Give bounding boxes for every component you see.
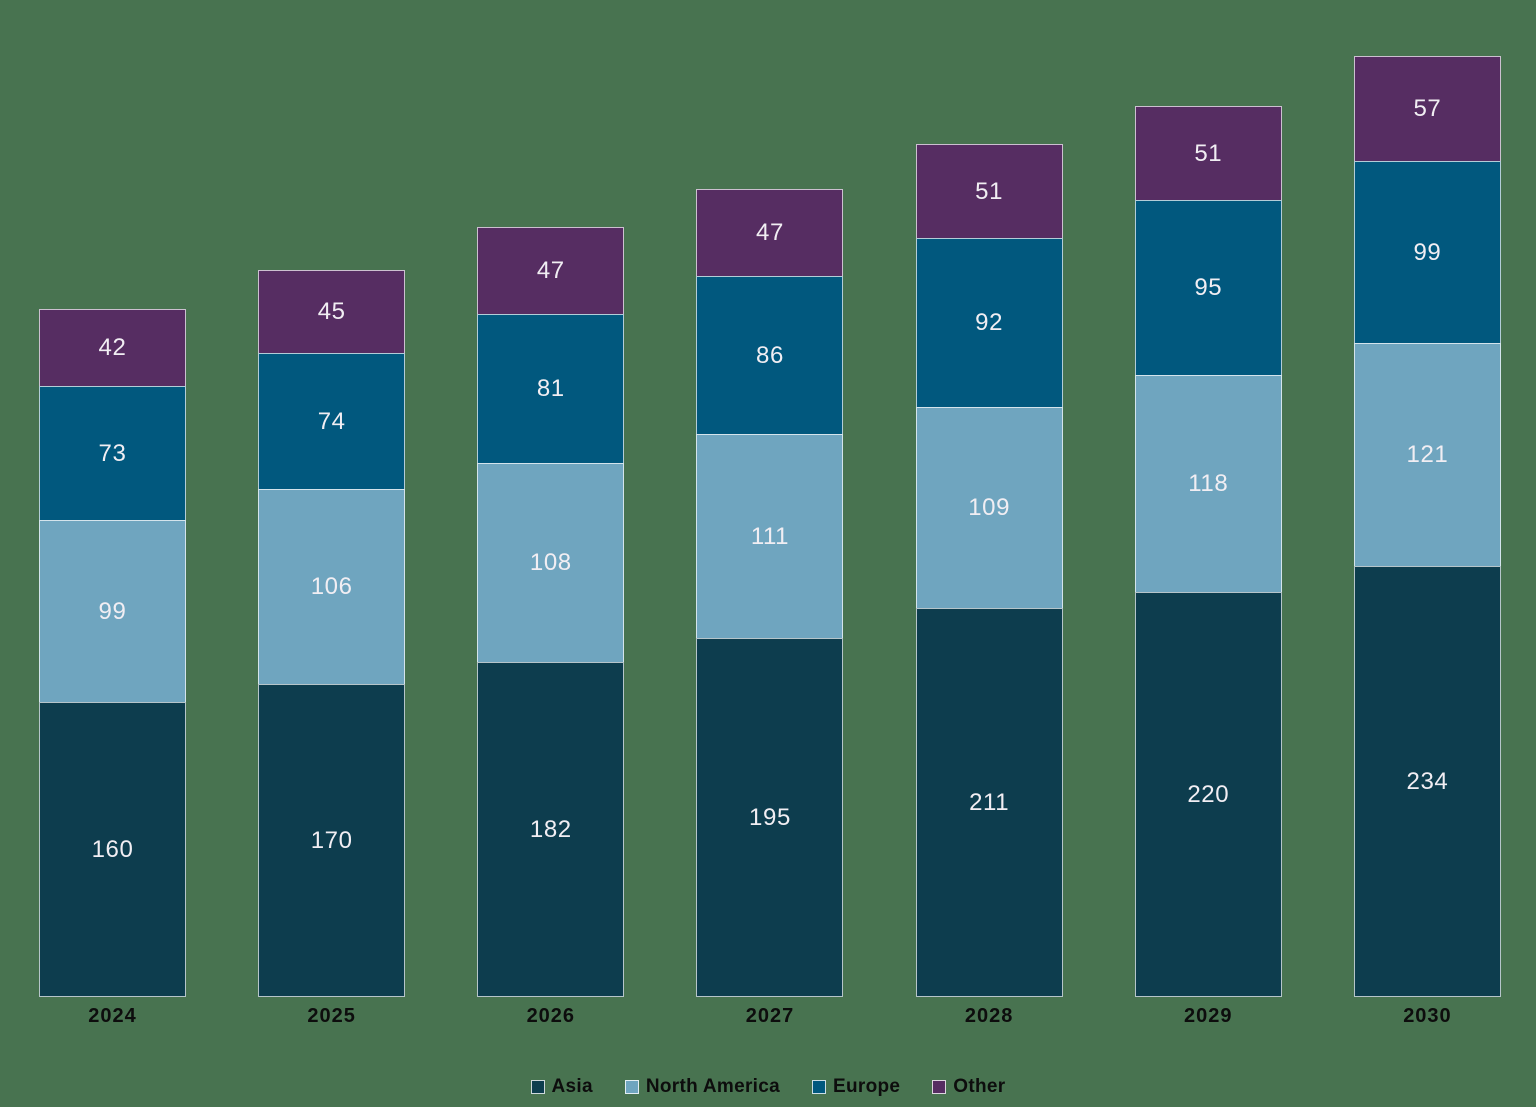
x-tick-2030: 2030 bbox=[1403, 1005, 1452, 1027]
legend-swatch-europe bbox=[812, 1080, 826, 1094]
value-label-other-2027: 47 bbox=[756, 219, 784, 246]
bar-segment-north-america-2026: 108 bbox=[477, 463, 625, 662]
bar-segment-europe-2027: 86 bbox=[696, 276, 844, 434]
value-label-asia-2024: 160 bbox=[91, 835, 134, 863]
value-label-north-america-2029: 118 bbox=[1188, 470, 1229, 497]
legend-item-north-america: North America bbox=[624, 1076, 780, 1098]
value-label-europe-2030: 99 bbox=[1413, 238, 1442, 266]
legend-label-other: Other bbox=[953, 1076, 1006, 1097]
legend-swatch-asia bbox=[530, 1080, 545, 1094]
value-label-other-2028: 51 bbox=[975, 177, 1004, 205]
bar-2027: 195 111 86 47 bbox=[696, 189, 844, 997]
value-label-europe-2024: 73 bbox=[98, 439, 127, 467]
value-label-north-america-2024: 99 bbox=[98, 597, 127, 625]
x-tick-2025: 2025 bbox=[307, 1005, 356, 1027]
bar-segment-asia-2026: 182 bbox=[477, 662, 625, 997]
legend-item-europe: Europe bbox=[812, 1076, 900, 1098]
bar-segment-other-2024: 42 bbox=[39, 309, 186, 386]
value-label-europe-2026: 81 bbox=[536, 375, 565, 402]
legend-swatch-north-america bbox=[624, 1080, 639, 1094]
value-label-asia-2027: 195 bbox=[749, 803, 791, 831]
bar-2024: 160 99 73 42 bbox=[39, 309, 186, 997]
legend-swatch-other bbox=[932, 1080, 947, 1094]
bar-segment-other-2028: 51 bbox=[915, 144, 1063, 238]
value-label-asia-2025: 170 bbox=[310, 826, 353, 854]
value-label-asia-2029: 220 bbox=[1187, 780, 1230, 808]
value-label-north-america-2025: 106 bbox=[310, 573, 353, 600]
bar-segment-north-america-2025: 106 bbox=[258, 489, 406, 684]
value-label-north-america-2030: 121 bbox=[1406, 441, 1449, 468]
legend: Asia North America Europe Other bbox=[0, 1076, 1536, 1098]
value-label-asia-2028: 211 bbox=[969, 788, 1010, 816]
value-label-europe-2027: 86 bbox=[756, 341, 784, 369]
bar-segment-other-2029: 51 bbox=[1134, 106, 1282, 200]
bar-segment-europe-2024: 73 bbox=[39, 386, 186, 520]
value-label-europe-2025: 74 bbox=[317, 407, 346, 435]
value-label-north-america-2028: 109 bbox=[968, 494, 1011, 521]
bar-2025: 170 106 74 45 bbox=[258, 270, 406, 997]
bar-segment-north-america-2024: 99 bbox=[39, 520, 186, 702]
bar-2026: 182 108 81 47 bbox=[477, 227, 625, 997]
legend-item-other: Other bbox=[932, 1076, 1005, 1098]
bar-segment-europe-2026: 81 bbox=[477, 314, 625, 463]
bar-segment-north-america-2027: 111 bbox=[696, 434, 844, 638]
legend-label-europe: Europe bbox=[833, 1076, 901, 1097]
legend-item-asia: Asia bbox=[530, 1076, 593, 1098]
value-label-other-2026: 47 bbox=[536, 257, 565, 284]
x-tick-2026: 2026 bbox=[526, 1005, 576, 1027]
bar-segment-asia-2027: 195 bbox=[696, 638, 844, 997]
x-tick-2024: 2024 bbox=[88, 1005, 137, 1027]
value-label-north-america-2026: 108 bbox=[529, 549, 572, 576]
value-label-europe-2029: 95 bbox=[1194, 274, 1223, 301]
value-label-europe-2028: 92 bbox=[975, 309, 1004, 336]
bar-segment-north-america-2030: 121 bbox=[1353, 343, 1501, 566]
bar-segment-north-america-2029: 118 bbox=[1134, 375, 1282, 592]
bar-segment-europe-2029: 95 bbox=[1134, 200, 1282, 375]
value-label-other-2025: 45 bbox=[317, 298, 346, 325]
bar-2029: 220 118 95 51 bbox=[1134, 106, 1282, 997]
bar-segment-other-2025: 45 bbox=[258, 270, 406, 353]
bar-segment-other-2027: 47 bbox=[696, 189, 844, 276]
value-label-asia-2026: 182 bbox=[529, 815, 572, 843]
bar-segment-asia-2025: 170 bbox=[258, 684, 406, 997]
bar-segment-north-america-2028: 109 bbox=[915, 407, 1063, 608]
x-tick-2028: 2028 bbox=[964, 1005, 1014, 1027]
bar-segment-asia-2024: 160 bbox=[39, 702, 186, 997]
bar-2030: 234 121 99 57 bbox=[1353, 56, 1501, 997]
bar-segment-other-2026: 47 bbox=[477, 227, 625, 314]
bar-segment-europe-2025: 74 bbox=[258, 353, 406, 489]
x-axis: 2024 2025 2026 2027 2028 2029 2030 bbox=[0, 1005, 1536, 1028]
bar-segment-asia-2029: 220 bbox=[1134, 592, 1282, 997]
value-label-other-2030: 57 bbox=[1413, 95, 1442, 122]
value-label-north-america-2027: 111 bbox=[750, 522, 790, 550]
legend-label-north-america: North America bbox=[645, 1076, 780, 1097]
bar-segment-asia-2030: 234 bbox=[1353, 566, 1501, 997]
x-tick-2029: 2029 bbox=[1184, 1005, 1233, 1027]
value-label-other-2029: 51 bbox=[1194, 139, 1223, 167]
bar-segment-other-2030: 57 bbox=[1353, 56, 1501, 161]
plot-area: 160 99 73 42 170 106 74 45 182 108 81 47 195 111 86 47 2… bbox=[39, 56, 1501, 997]
legend-label-asia: Asia bbox=[551, 1076, 593, 1097]
bar-segment-europe-2030: 99 bbox=[1353, 161, 1501, 343]
value-label-other-2024: 42 bbox=[98, 334, 127, 361]
bar-segment-europe-2028: 92 bbox=[915, 238, 1063, 407]
bar-2028: 211 109 92 51 bbox=[915, 144, 1063, 997]
value-label-asia-2030: 234 bbox=[1406, 767, 1449, 795]
bar-segment-asia-2028: 211 bbox=[915, 608, 1063, 997]
x-tick-2027: 2027 bbox=[745, 1005, 795, 1027]
